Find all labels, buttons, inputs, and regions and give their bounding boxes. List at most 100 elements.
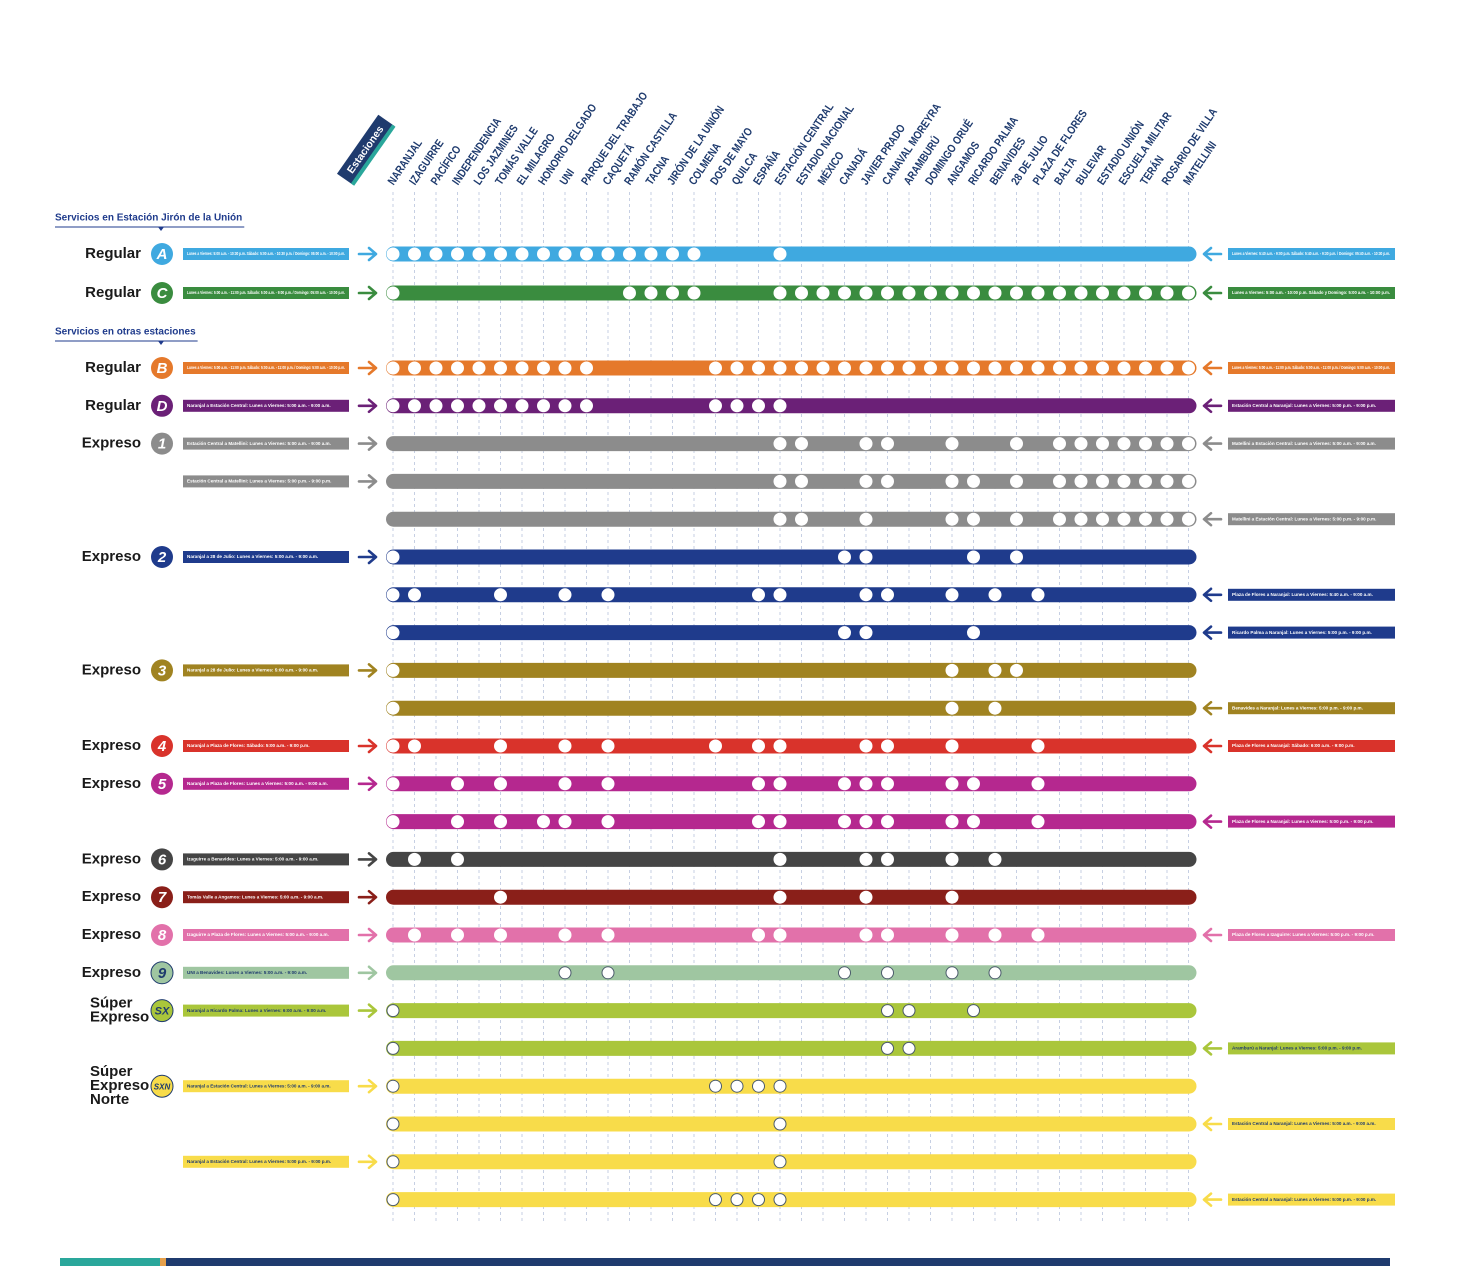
stop (945, 588, 959, 602)
schedule-text: Naranjal a Ricardo Palma: Lunes a Vierne… (187, 1008, 326, 1013)
service-line (386, 587, 1197, 603)
stop (429, 399, 443, 413)
direction-arrow (1202, 1192, 1223, 1207)
stop (773, 1193, 787, 1207)
stop (924, 286, 937, 300)
schedule-text: UNI a Benavides: Lunes a Viernes: 5:00 a… (187, 970, 307, 975)
service-line (386, 965, 1197, 981)
service-badge (151, 243, 173, 265)
stop (795, 474, 808, 488)
schedule-box (183, 966, 349, 979)
schedule-box (183, 1080, 349, 1093)
stop (1074, 437, 1088, 451)
schedule-text: Estación Central a Matellini: Lunes a Vi… (187, 441, 331, 446)
stop (881, 361, 894, 375)
schedule-text: Ricardo Palma a Naranjal: Lunes a Vierne… (1232, 630, 1372, 635)
direction-arrow (357, 965, 378, 981)
stop (558, 966, 572, 980)
stop (752, 399, 765, 413)
stop (881, 777, 894, 791)
schedule-box (183, 740, 349, 752)
stop (386, 1193, 400, 1207)
stop (408, 928, 421, 942)
stop (537, 815, 550, 829)
stop (773, 474, 787, 488)
stop (1074, 474, 1088, 488)
stop (752, 815, 765, 829)
stop (1182, 512, 1195, 526)
service-badge-text: 1 (158, 436, 166, 453)
stop (967, 626, 980, 640)
service-line (386, 1116, 1197, 1132)
schedule-box (1228, 702, 1395, 715)
schedule-box (1228, 740, 1395, 752)
stop (429, 361, 443, 375)
service-label: Regular (85, 245, 141, 262)
service-line (386, 1003, 1197, 1019)
stop (881, 1004, 894, 1018)
stop (859, 928, 873, 942)
direction-arrow (1202, 814, 1223, 829)
service-badge-text: 4 (157, 738, 167, 755)
station-name: UNI (557, 167, 577, 188)
stop (838, 777, 851, 791)
schedule-box (183, 362, 349, 374)
stop (623, 286, 636, 300)
schedule-box (183, 853, 349, 866)
stop (1031, 928, 1045, 942)
service-badge-text: 3 (158, 662, 167, 679)
stop (967, 512, 980, 526)
stop (494, 247, 507, 261)
stop (881, 286, 894, 300)
service-badge-text: A (156, 246, 168, 263)
stop (945, 852, 959, 866)
schedule-text: Naranjal a Plaza de Flores: Lunes a Vier… (187, 781, 328, 786)
service-line (386, 1154, 1197, 1170)
stop (773, 512, 787, 526)
stop (580, 247, 593, 261)
schedule-text: Lunes a Viernes: 5:00 a.m. - 10:00 p.m. … (1232, 290, 1390, 295)
stop (816, 361, 830, 375)
stop (472, 247, 486, 261)
schedule-text: Plaza de Flores a Naranjal: Lunes a Vier… (1232, 592, 1373, 597)
stop (988, 701, 1002, 715)
schedule-box (183, 287, 349, 299)
stop (386, 626, 400, 640)
stop (451, 247, 464, 261)
section-pointer (158, 341, 164, 345)
stop (945, 512, 959, 526)
stop (838, 815, 851, 829)
stop (1074, 512, 1088, 526)
stop (988, 928, 1002, 942)
stop (859, 626, 873, 640)
stop (1010, 474, 1023, 488)
stop (773, 1117, 787, 1131)
stop (494, 815, 507, 829)
stop (773, 928, 787, 942)
service-badge (151, 282, 173, 304)
schedule-box (183, 399, 349, 412)
stop (945, 890, 959, 904)
footer-bar (166, 1258, 1390, 1266)
stop (988, 286, 1002, 300)
stop (558, 588, 572, 602)
direction-arrow (1202, 587, 1223, 603)
service-badge (150, 1074, 174, 1098)
service-badge (151, 432, 173, 455)
direction-arrow (1202, 738, 1223, 754)
footer-accent (60, 1258, 160, 1266)
direction-arrow (357, 927, 378, 943)
schedule-text: Lunes a Viernes: 5:00 a.m. - 11:00 p.m. … (187, 290, 345, 295)
stop (945, 928, 959, 942)
stop (881, 588, 894, 602)
schedule-box (183, 248, 349, 260)
stop (773, 890, 787, 904)
schedule-text: Lunes a Viernes: 5:40 a.m. - 9:00 p.m. S… (1232, 251, 1390, 256)
stop (945, 815, 959, 829)
stop (1096, 512, 1109, 526)
stop (773, 588, 787, 602)
service-badge (151, 772, 173, 795)
stop (494, 739, 507, 753)
stop (795, 512, 808, 526)
legend-accent (350, 124, 396, 186)
